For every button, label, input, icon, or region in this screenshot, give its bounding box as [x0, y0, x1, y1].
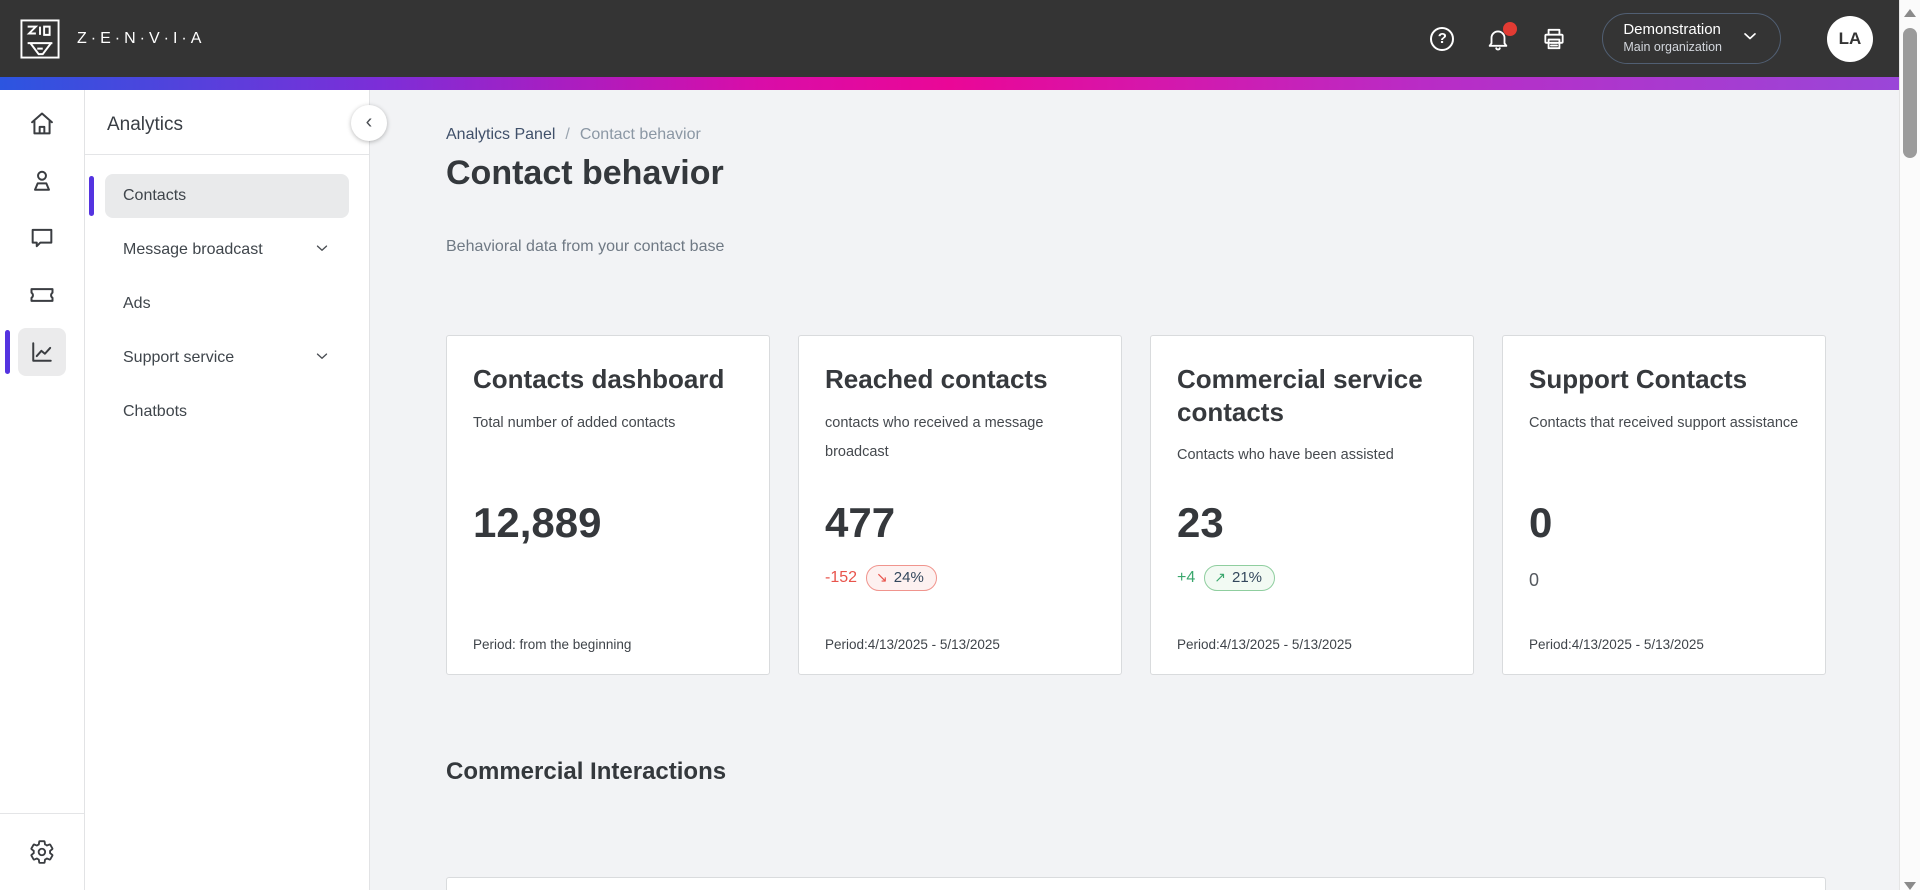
nav-tickets-button[interactable] [18, 271, 66, 319]
arrow-up-right-icon: ↗ [1214, 569, 1226, 585]
chat-bubble-icon [31, 228, 53, 248]
nav-conversations-button[interactable] [18, 214, 66, 262]
main-content: Analytics Panel / Contact behavior Conta… [370, 90, 1899, 890]
trend-badge: +4 ↗ 21% [1177, 565, 1276, 591]
card-value: 0 [1529, 499, 1553, 546]
menu-item-message-broadcast[interactable]: Message broadcast [105, 228, 349, 272]
card-description: Contacts who have been assisted [1177, 447, 1394, 463]
card-period: Period:4/13/2025 - 5/13/2025 [825, 637, 1000, 652]
settings-button[interactable] [18, 828, 66, 876]
card-period: Period: from the beginning [473, 637, 632, 652]
notification-badge-dot [1503, 21, 1518, 36]
card-period: Period:4/13/2025 - 5/13/2025 [1177, 637, 1352, 652]
header-actions: ? Demonstration Ma [1428, 13, 1873, 64]
page-scrollbar[interactable] [1899, 0, 1920, 890]
printer-icon[interactable] [1540, 25, 1568, 53]
menu-item-label: Contacts [123, 187, 187, 204]
card-value: 23 [1177, 499, 1224, 546]
menu-item-contacts[interactable]: Contacts [89, 174, 349, 218]
metric-cards-row: Contacts dashboard Total number of added… [446, 335, 1826, 675]
analytics-panel: ‹ Analytics Contacts Message broadcast A… [85, 90, 387, 890]
nav-analytics-button[interactable] [5, 328, 66, 376]
top-header: Z·E·N·V·I·A ? [0, 0, 1899, 77]
card-description: Total number of added contacts [473, 414, 676, 431]
scrollbar-thumb[interactable] [1903, 28, 1917, 158]
organization-switcher[interactable]: Demonstration Main organization [1602, 13, 1781, 64]
card-contacts-dashboard: Contacts dashboard Total number of added… [446, 335, 770, 675]
breadcrumb: Analytics Panel / Contact behavior [446, 126, 701, 144]
menu-item-label: Ads [123, 295, 151, 312]
card-title: Contacts dashboard [473, 364, 725, 394]
chevron-left-icon: ‹ [365, 110, 373, 133]
menu-item-ads[interactable]: Ads [105, 282, 349, 326]
nav-contacts-button[interactable] [18, 157, 66, 205]
brand-gradient-bar [0, 77, 1899, 90]
icon-rail [0, 90, 85, 890]
breadcrumb-separator: / [565, 126, 570, 143]
breadcrumb-link-analytics-panel[interactable]: Analytics Panel [446, 126, 556, 143]
card-description: contacts who received a message broadcas… [825, 414, 1044, 460]
panel-collapse-button[interactable]: ‹ [351, 105, 387, 141]
zenvia-logo-icon [20, 18, 60, 59]
menu-item-chatbots[interactable]: Chatbots [105, 390, 349, 434]
brand: Z·E·N·V·I·A [18, 17, 205, 61]
card-support-contacts: Support Contacts Contacts that received … [1502, 335, 1826, 675]
nav-home-button[interactable] [18, 100, 66, 148]
page-subtitle: Behavioral data from your contact base [446, 238, 725, 255]
scrollbar-up-arrow[interactable] [1904, 9, 1916, 17]
rail-footer [0, 813, 84, 890]
card-sub-value: 0 [1529, 570, 1540, 590]
person-icon [34, 170, 50, 191]
organization-subtitle: Main organization [1623, 40, 1722, 55]
menu-item-label: Support service [123, 349, 235, 366]
chevron-down-icon [1740, 26, 1760, 51]
ticket-icon [30, 288, 54, 302]
page-title: Contact behavior [446, 154, 724, 192]
panel-title: Analytics [107, 114, 184, 135]
help-icon[interactable]: ? [1428, 25, 1456, 53]
organization-name: Demonstration [1623, 21, 1721, 39]
trend-percent: 21% [1231, 569, 1263, 586]
brand-text: Z·E·N·V·I·A [77, 29, 206, 47]
card-title: Reached contacts [825, 364, 1048, 394]
user-avatar[interactable]: LA [1827, 15, 1873, 62]
home-icon [31, 112, 53, 135]
chevron-down-icon [313, 239, 331, 262]
trend-badge: -152 ↘ 24% [825, 565, 937, 591]
line-chart-icon [32, 342, 52, 362]
trend-pill: ↘ 24% [866, 565, 937, 591]
scrollbar-down-arrow[interactable] [1904, 882, 1916, 890]
card-commercial-service-contacts: Commercial service contacts Contacts who… [1150, 335, 1474, 675]
breadcrumb-current: Contact behavior [579, 126, 701, 143]
card-period: Period:4/13/2025 - 5/13/2025 [1529, 637, 1704, 652]
panel-divider [85, 154, 369, 155]
commercial-interactions-card-top [446, 877, 1826, 890]
card-title: Commercial service contacts [1177, 364, 1423, 427]
chevron-down-icon [313, 347, 331, 370]
delta-value: -152 [825, 569, 858, 586]
card-reached-contacts: Reached contacts contacts who received a… [798, 335, 1122, 675]
panel-menu: Contacts Message broadcast Ads Support s… [85, 155, 369, 463]
card-value: 477 [825, 499, 896, 546]
section-title-commercial-interactions: Commercial Interactions [446, 758, 727, 785]
card-title: Support Contacts [1529, 364, 1748, 394]
menu-item-label: Chatbots [123, 403, 188, 420]
card-description: Contacts that received support assistanc… [1529, 414, 1799, 431]
trend-percent: 24% [893, 569, 924, 586]
menu-item-label: Message broadcast [123, 241, 263, 258]
trend-pill: ↗ 21% [1204, 565, 1276, 591]
delta-value: +4 [1177, 569, 1196, 586]
gear-icon [30, 840, 54, 864]
card-value: 12,889 [473, 499, 602, 546]
notifications-bell-icon[interactable] [1484, 21, 1518, 53]
menu-item-support-service[interactable]: Support service [105, 336, 349, 380]
arrow-down-right-icon: ↘ [876, 569, 888, 585]
